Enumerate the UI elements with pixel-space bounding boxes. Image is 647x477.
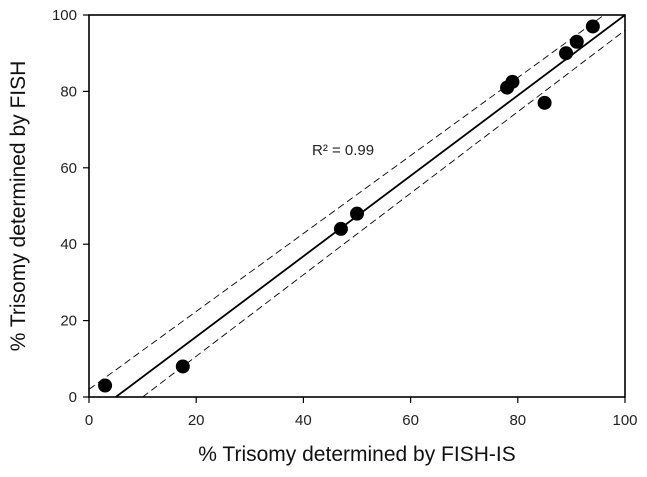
- x-tick-label: 100: [612, 412, 637, 429]
- x-tick-label: 40: [295, 412, 312, 429]
- confidence-band-1: [89, 15, 605, 390]
- data-point: [559, 46, 574, 61]
- y-tick-label: 100: [52, 7, 77, 24]
- data-point: [569, 34, 584, 49]
- data-point: [585, 19, 600, 34]
- confidence-bands: [89, 15, 625, 397]
- x-tick-label: 80: [509, 412, 526, 429]
- x-axis-title: % Trisomy determined by FISH-IS: [198, 443, 515, 466]
- x-tick-label: 60: [402, 412, 419, 429]
- x-tick-label: 20: [188, 412, 205, 429]
- y-tick-label: 60: [60, 160, 77, 177]
- regression-line-group: [115, 15, 625, 397]
- plot-frame: [88, 14, 626, 398]
- x-axis-ticks: 0 20 40 60 80 100: [85, 397, 638, 429]
- data-point: [333, 221, 348, 236]
- data-points: [98, 19, 600, 393]
- data-point: [505, 74, 520, 89]
- data-point: [537, 95, 552, 110]
- regression-line: [115, 15, 625, 397]
- y-tick-label: 20: [60, 313, 77, 330]
- confidence-band-2: [142, 29, 625, 397]
- data-point: [350, 206, 364, 221]
- y-tick-label: 80: [60, 83, 77, 100]
- r-squared-annotation: R² = 0.99: [312, 142, 374, 159]
- data-point: [175, 359, 190, 374]
- y-axis-title: % Trisomy determined by FISH: [7, 61, 30, 352]
- x-tick-label: 0: [85, 412, 93, 429]
- y-axis-ticks: 0 20 40 60 80 100: [52, 7, 89, 406]
- y-tick-label: 0: [69, 389, 77, 406]
- data-point: [98, 378, 113, 393]
- y-tick-label: 40: [60, 236, 77, 253]
